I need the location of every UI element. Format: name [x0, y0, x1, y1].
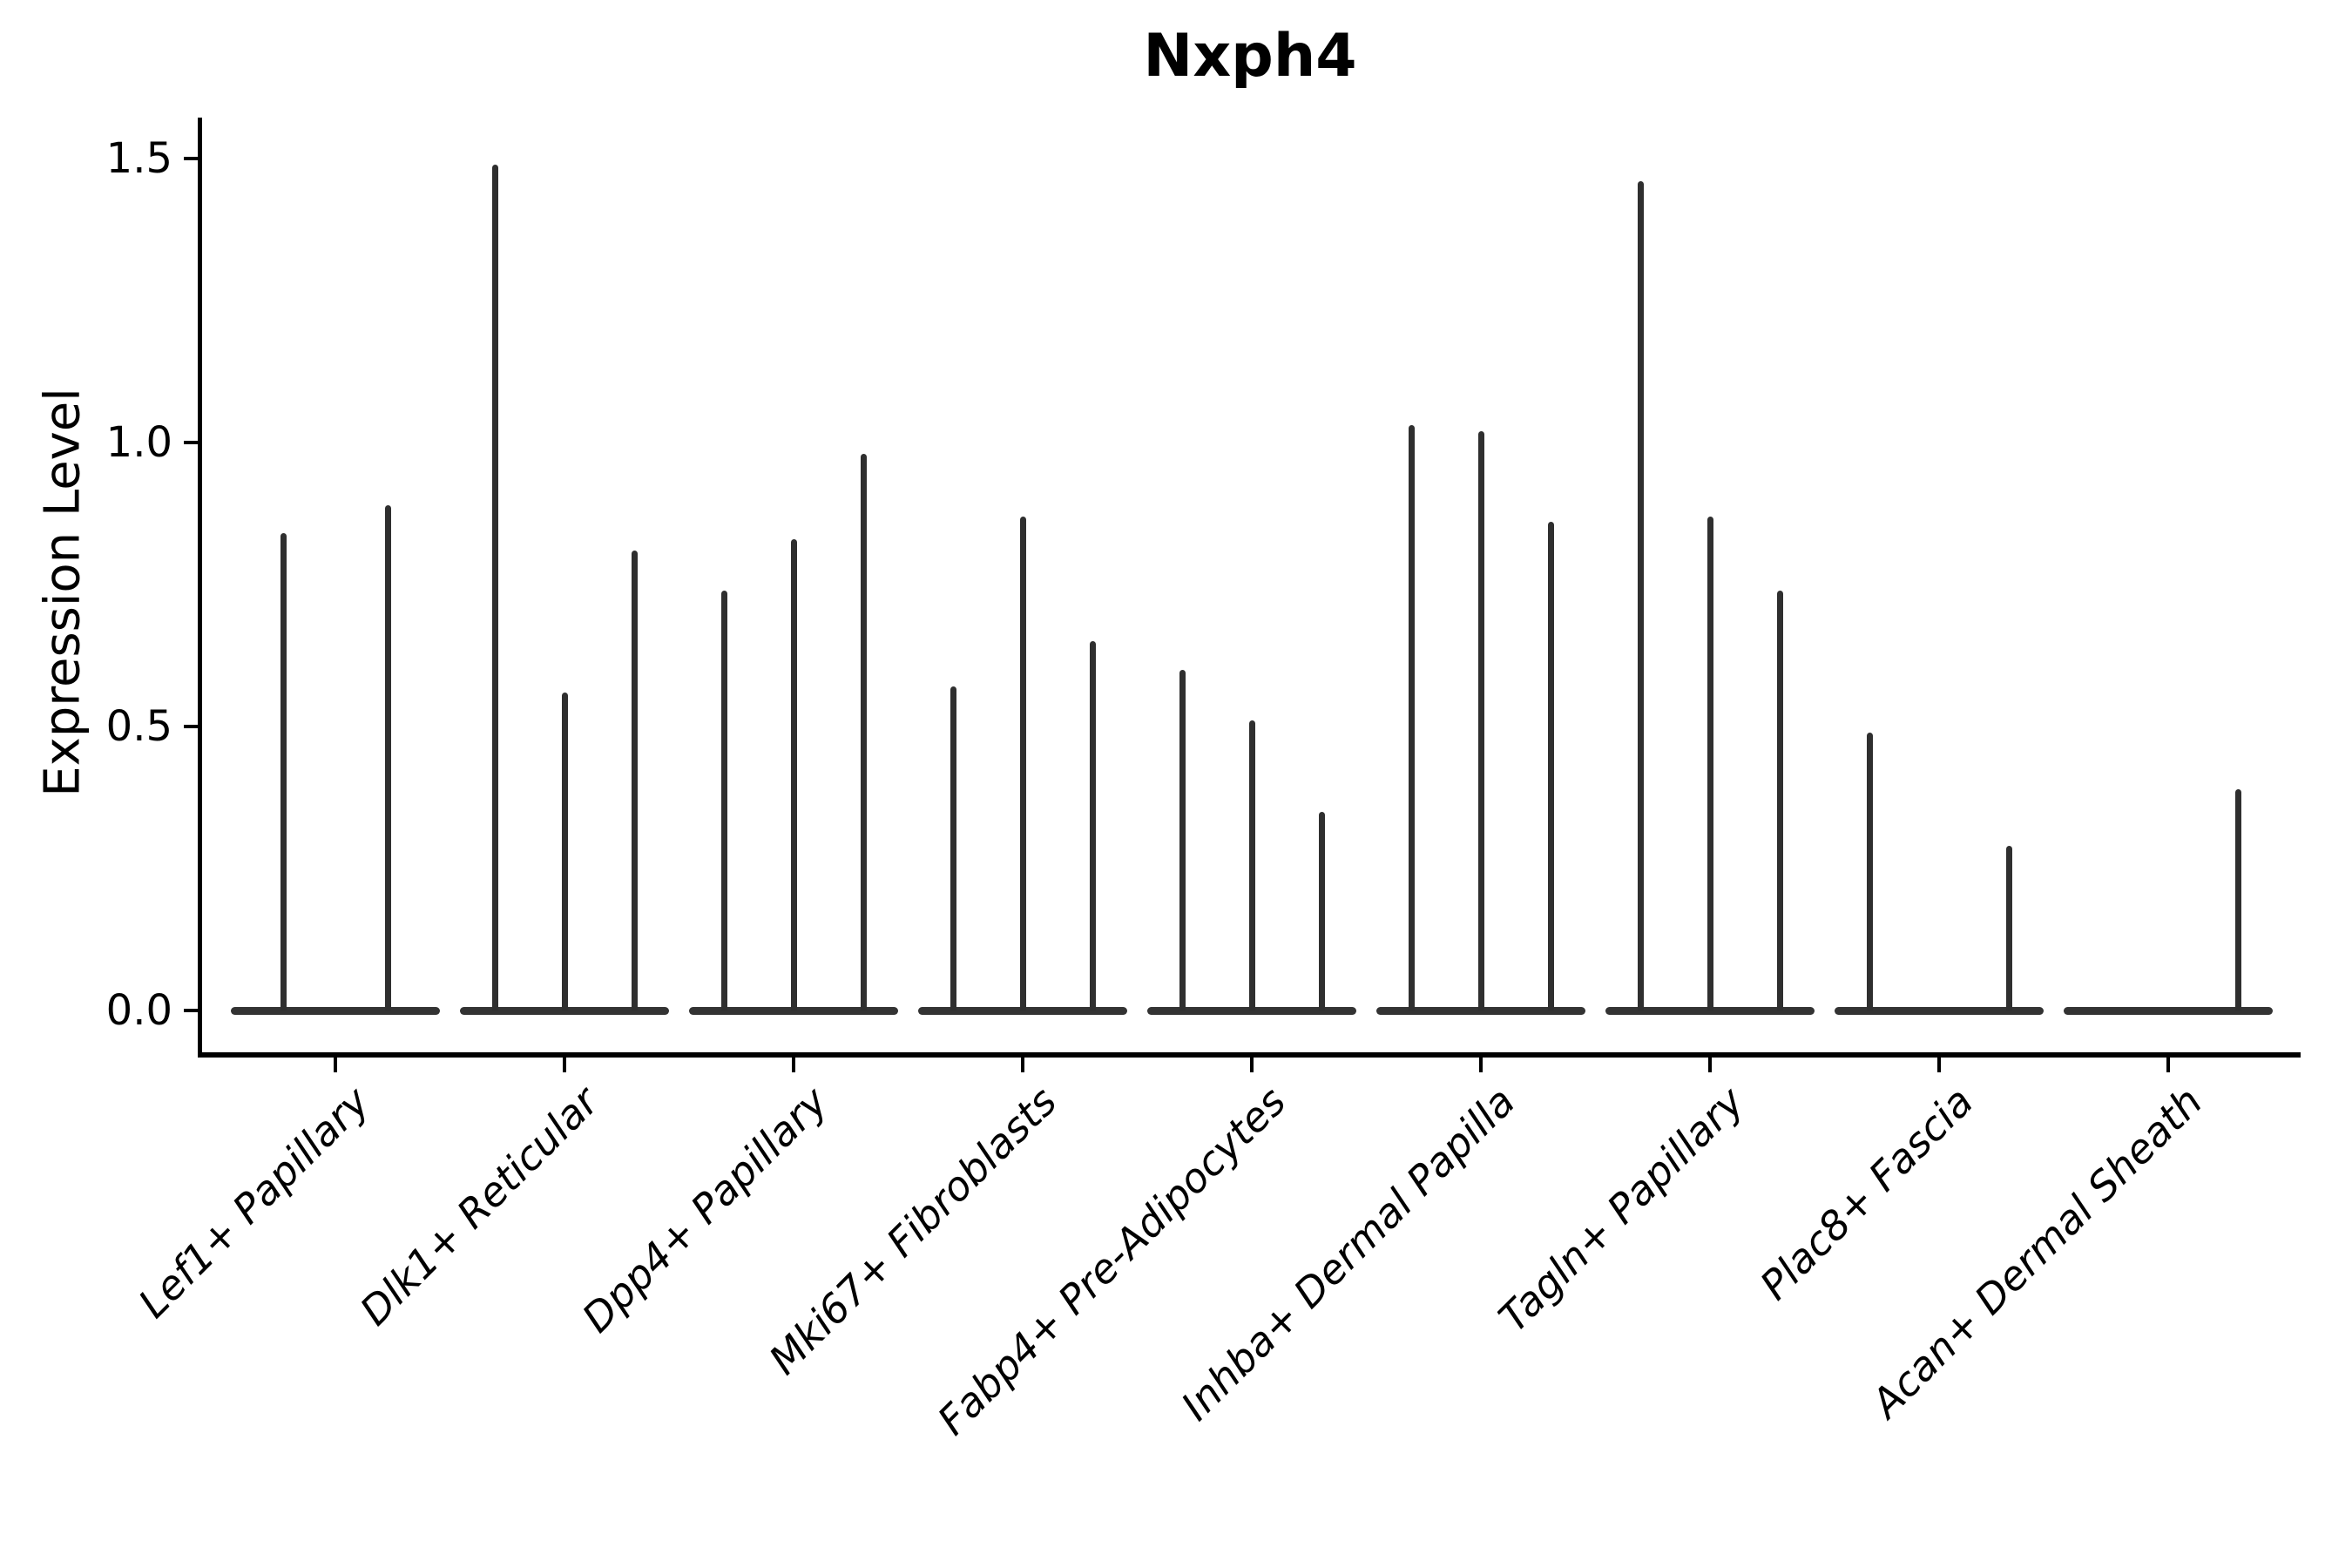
- x-tick: [2166, 1058, 2170, 1072]
- y-tick-label: 1.5: [105, 134, 172, 183]
- violin-spike: [1019, 516, 1026, 1010]
- violin-spike: [561, 692, 568, 1010]
- y-tick: [184, 157, 199, 160]
- x-tick: [334, 1058, 337, 1072]
- violin-base-bar: [1605, 1007, 1815, 1015]
- violin-spike: [1637, 181, 1644, 1010]
- violin-spike: [790, 538, 797, 1010]
- violin-spike: [631, 550, 638, 1010]
- violin-spike: [491, 164, 498, 1010]
- x-tick: [1479, 1058, 1483, 1072]
- y-tick-label: 0.0: [105, 986, 172, 1035]
- x-tick: [1708, 1058, 1712, 1072]
- x-axis-spine: [198, 1052, 2301, 1058]
- violin-spike: [950, 686, 956, 1010]
- violin-spike: [1408, 425, 1415, 1010]
- x-tick: [1250, 1058, 1254, 1072]
- violin-spike: [384, 504, 391, 1010]
- y-tick: [184, 725, 199, 728]
- violin-base-bar: [918, 1007, 1127, 1015]
- violin-spike: [1248, 720, 1255, 1010]
- x-tick: [563, 1058, 566, 1072]
- violin-spike: [860, 454, 867, 1010]
- x-tick: [1021, 1058, 1024, 1072]
- violin-spike: [2234, 788, 2241, 1010]
- violin-spike: [720, 590, 727, 1010]
- violin-spike: [1547, 522, 1554, 1010]
- violin-spike: [2005, 845, 2012, 1010]
- violin-spike: [1318, 811, 1325, 1010]
- violin-spike: [1866, 732, 1873, 1010]
- y-axis-spine: [198, 118, 202, 1057]
- y-tick-label: 0.5: [105, 702, 172, 751]
- violin-base-bar: [231, 1007, 440, 1015]
- violin-spike: [280, 533, 287, 1010]
- violin-base-bar: [1147, 1007, 1356, 1015]
- violin-spike: [1477, 430, 1484, 1010]
- x-tick: [792, 1058, 795, 1072]
- violin-base-bar: [1835, 1007, 2044, 1015]
- violin-base-bar: [2064, 1007, 2273, 1015]
- violin-base-bar: [1376, 1007, 1585, 1015]
- violin-base-bar: [689, 1007, 898, 1015]
- y-tick-label: 1.0: [105, 418, 172, 467]
- violin-spike: [1089, 641, 1096, 1010]
- violin-base-bar: [460, 1007, 669, 1015]
- y-tick: [184, 1009, 199, 1012]
- y-tick: [184, 441, 199, 444]
- violin-spike: [1707, 516, 1713, 1010]
- chart-title: Nxph4: [1143, 22, 1357, 91]
- violin-spike: [1179, 669, 1186, 1010]
- violin-spike: [1776, 590, 1783, 1010]
- x-tick: [1937, 1058, 1941, 1072]
